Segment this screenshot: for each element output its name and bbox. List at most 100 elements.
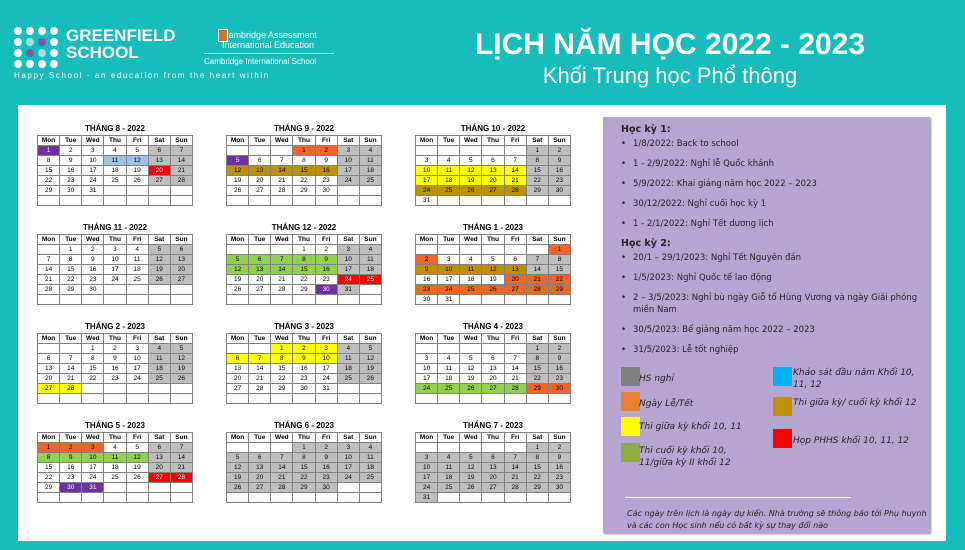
day-cell: 26: [225, 482, 250, 493]
day-cell: [103, 393, 127, 404]
day-cell: 1: [292, 244, 316, 255]
day-cell: 27: [36, 383, 61, 394]
day-cell: [103, 482, 127, 493]
cambridge-logo: Cambridge Assessment International Educa…: [204, 29, 334, 67]
day-cell: 3: [81, 145, 105, 156]
day-cell: [169, 383, 194, 394]
day-cell: 26: [225, 185, 250, 196]
day-cell: 5: [125, 145, 149, 156]
day-cell: 9: [103, 353, 127, 364]
day-cell: [125, 492, 149, 503]
day-cell: 26: [358, 373, 383, 384]
day-cell: [459, 492, 483, 503]
day-cell: 15: [547, 264, 572, 275]
day-cell: 11: [125, 254, 149, 265]
weekday-header: Thu: [292, 234, 316, 245]
day-cell: 14: [169, 155, 194, 166]
day-cell: 4: [358, 145, 383, 156]
day-cell: [81, 393, 105, 404]
day-cell: 23: [314, 175, 338, 186]
day-cell: 6: [248, 452, 272, 463]
day-cell: [437, 145, 461, 156]
day-cell: 29: [547, 284, 572, 295]
legend-label: Thi giữa kỳ/ cuối kỳ khối 12: [793, 398, 917, 408]
weekday-header: Sat: [336, 234, 360, 245]
day-cell: [358, 482, 383, 493]
day-cell: 12: [225, 264, 250, 275]
day-cell: 24: [437, 284, 461, 295]
day-cell: [437, 393, 461, 404]
legend-swatch: [773, 397, 792, 416]
day-cell: 29: [292, 482, 316, 493]
day-cell: 4: [437, 452, 461, 463]
weekday-header: Wed: [270, 333, 294, 344]
legend-swatch: [621, 417, 640, 436]
day-cell: 6: [147, 442, 171, 453]
day-cell: [414, 442, 439, 453]
day-cell: 9: [547, 452, 572, 463]
day-cell: 25: [358, 472, 383, 483]
day-cell: 2: [414, 254, 439, 265]
day-cell: 23: [547, 373, 572, 384]
day-cell: 1: [525, 343, 549, 354]
day-cell: 11: [358, 452, 383, 463]
day-cell: 3: [414, 353, 439, 364]
day-cell: [481, 492, 505, 503]
day-cell: 25: [358, 274, 383, 285]
day-cell: [314, 393, 338, 404]
day-cell: 10: [81, 452, 105, 463]
day-cell: [147, 284, 171, 295]
day-cell: [481, 294, 505, 305]
weekday-header: Fri: [314, 135, 338, 146]
day-cell: 20: [481, 472, 505, 483]
day-cell: 30: [314, 482, 338, 493]
day-cell: 24: [314, 373, 338, 384]
weekday-header: Sun: [358, 135, 383, 146]
cambridge-line1: Cambridge Assessment: [222, 30, 318, 40]
day-cell: 13: [481, 165, 505, 176]
day-cell: 24: [81, 175, 105, 186]
day-cell: 17: [81, 462, 105, 473]
day-cell: [314, 492, 338, 503]
day-cell: [169, 393, 194, 404]
day-cell: 11: [358, 155, 383, 166]
day-cell: [336, 492, 360, 503]
day-cell: 9: [547, 155, 572, 166]
weekday-header: Tue: [248, 234, 272, 245]
day-cell: 24: [81, 472, 105, 483]
day-cell: [358, 185, 383, 196]
weekday-header: Sun: [547, 135, 572, 146]
day-cell: 20: [225, 373, 250, 384]
day-cell: 11: [103, 452, 127, 463]
day-cell: 7: [270, 254, 294, 265]
day-cell: 12: [147, 254, 171, 265]
day-cell: [147, 195, 171, 206]
day-cell: 25: [459, 284, 483, 295]
day-cell: 6: [248, 254, 272, 265]
day-cell: [270, 492, 294, 503]
day-cell: 21: [503, 472, 527, 483]
day-cell: [125, 294, 149, 305]
day-cell: [270, 145, 294, 156]
day-cell: 10: [336, 254, 360, 265]
day-cell: 12: [358, 353, 383, 364]
day-cell: 30: [414, 294, 439, 305]
day-cell: 21: [169, 462, 194, 473]
day-cell: 11: [147, 353, 171, 364]
day-cell: 20: [481, 373, 505, 384]
day-cell: 22: [292, 472, 316, 483]
day-cell: 10: [336, 155, 360, 166]
day-cell: 15: [292, 165, 316, 176]
day-cell: 12: [225, 165, 250, 176]
day-cell: 10: [414, 462, 439, 473]
day-cell: [59, 393, 83, 404]
day-cell: [459, 145, 483, 156]
weekday-header: Mon: [414, 333, 439, 344]
month-table: Mon Tue Wed Thu Fri Sat Sun 1 2 3 4 5 6 7 8 9 10 11 12 13 14…: [414, 234, 572, 305]
day-cell: 13: [225, 363, 250, 374]
day-cell: 22: [36, 472, 61, 483]
day-cell: 1: [292, 442, 316, 453]
day-cell: 12: [459, 165, 483, 176]
info-panel: Học kỳ 1: 1/8/2022: Back to school 1 - 2/…: [603, 117, 930, 533]
day-cell: [437, 492, 461, 503]
